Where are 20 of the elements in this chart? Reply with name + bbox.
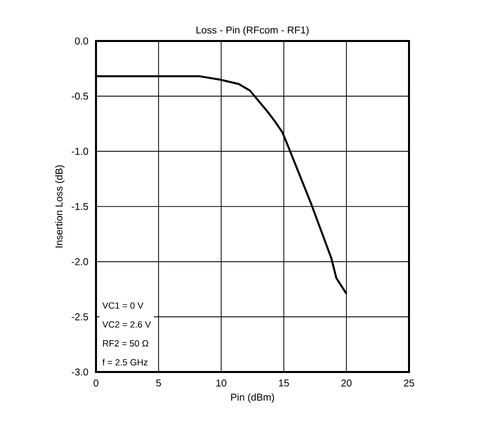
y-tick-label: 0.0 <box>75 37 88 45</box>
x-tick-label: 5 <box>156 380 161 386</box>
annotation: VC1 = 0 V <box>102 302 144 309</box>
x-tick-label: 20 <box>341 380 352 387</box>
x-tick-label: 15 <box>279 380 289 386</box>
x-tick-label: 10 <box>216 380 226 387</box>
chart-title: Loss - Pin (RFcom - RF1) <box>196 26 309 36</box>
annotation: f = 2.5 GHz <box>102 358 148 366</box>
y-tick-label: -2.5 <box>72 313 88 320</box>
annotation: VC2 = 2.6 V <box>102 321 151 328</box>
annotation: RF2 = 50 Ω <box>103 340 148 347</box>
x-tick-label: 25 <box>404 380 414 387</box>
y-tick-label: -0.5 <box>72 92 88 100</box>
y-axis-title: Insertion Loss (dB) <box>55 165 64 248</box>
y-tick-label: -1.5 <box>72 203 88 210</box>
x-tick-label: 0 <box>94 380 98 387</box>
x-axis-title: Pin (dBm) <box>231 393 274 403</box>
y-tick-label: -2.0 <box>72 258 88 266</box>
y-tick-label: -1.0 <box>72 148 88 155</box>
y-tick-label: -3.0 <box>72 368 88 376</box>
